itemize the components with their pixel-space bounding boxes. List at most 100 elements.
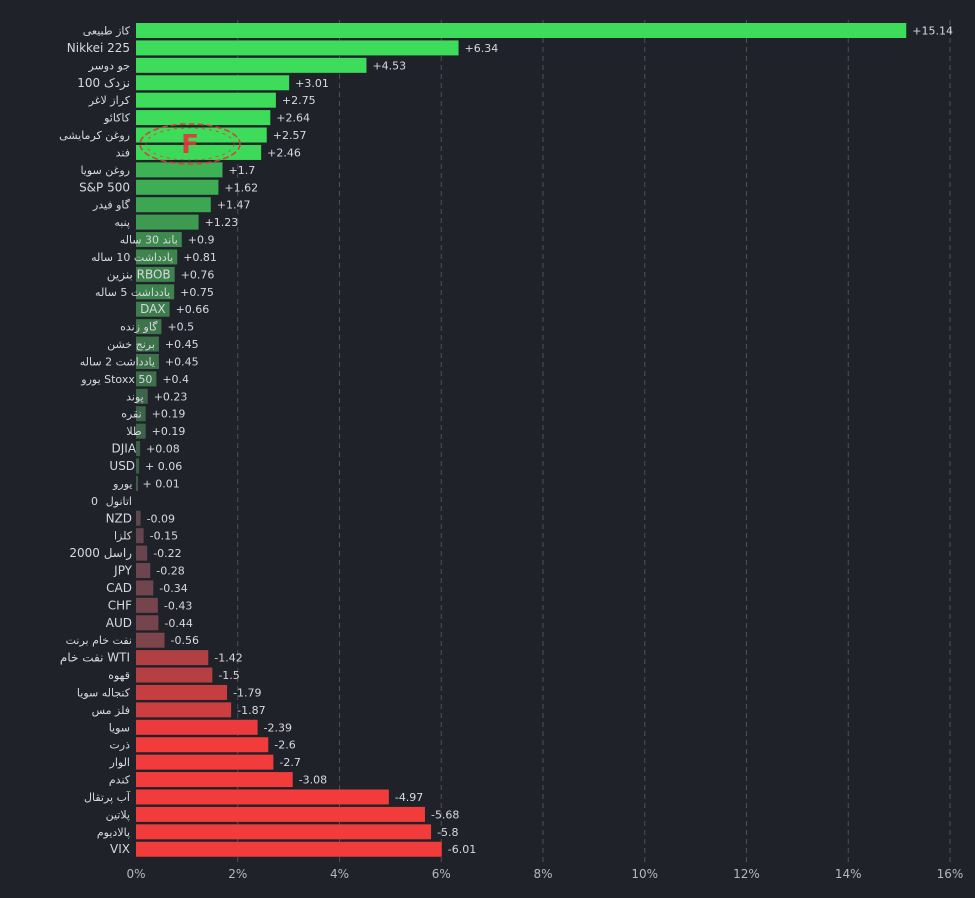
bar	[136, 92, 276, 108]
category-label: یادداشت 10 ساله	[91, 251, 173, 264]
svg-text:F: F	[181, 130, 199, 160]
category-label: پوند	[126, 390, 144, 403]
category-label: فند	[116, 146, 130, 159]
bar	[136, 406, 146, 422]
bar	[136, 737, 269, 753]
bar	[136, 23, 907, 38]
value-label: + 0.06	[145, 460, 182, 473]
bar	[136, 475, 138, 491]
value-label: -1.42	[214, 652, 242, 665]
x-tick-label: 16%	[937, 867, 964, 881]
category-label: AUD	[106, 616, 132, 630]
bar	[136, 545, 148, 561]
value-label: -1.5	[218, 669, 239, 682]
bar	[136, 841, 442, 857]
category-label: نزدک 100	[77, 76, 130, 91]
value-label: +0.9	[188, 234, 215, 247]
x-tick-label: 2%	[228, 867, 247, 881]
bar	[136, 284, 175, 300]
category-label: آب پرتقال	[84, 790, 131, 804]
value-label: +1.47	[217, 199, 251, 212]
category-label: قهوه	[108, 669, 130, 682]
bar	[136, 423, 146, 439]
bar	[136, 789, 389, 805]
category-label: نفت خام برنت	[66, 634, 132, 647]
value-label: +2.46	[267, 146, 301, 159]
bar	[136, 179, 219, 195]
x-axis-ticks: 0% 2% 4% 6% 8% 10% 12% 14% 16%	[126, 867, 963, 881]
category-label: یورو Stoxx 50	[80, 373, 152, 386]
value-label: +0.19	[152, 408, 186, 421]
category-label: بنزین RBOB	[107, 267, 171, 282]
bar	[136, 232, 182, 248]
value-label: -0.09	[147, 512, 175, 525]
category-label: طلا	[126, 425, 142, 438]
category-label: اتانول	[106, 495, 132, 508]
category-label: روغن کرمایشی	[59, 129, 130, 142]
value-label: -0.34	[159, 582, 187, 595]
value-label: +0.23	[154, 390, 188, 403]
value-label: +0.45	[165, 338, 199, 351]
bar	[136, 806, 425, 822]
category-label: DAX	[140, 302, 165, 316]
bar	[136, 528, 144, 544]
category-label: CHF	[108, 598, 132, 612]
value-label: -4.97	[395, 791, 423, 804]
category-label: S&P 500	[79, 180, 130, 194]
bar	[136, 249, 178, 265]
bar	[136, 266, 175, 282]
category-label: روغن سویا	[80, 164, 130, 177]
value-label: +3.01	[295, 77, 329, 90]
x-tick-label: 6%	[432, 867, 451, 881]
category-label: یادداشت 5 ساله	[95, 286, 170, 299]
category-label: JPY	[113, 564, 133, 578]
x-tick-label: 12%	[733, 867, 760, 881]
bar	[136, 684, 228, 700]
value-label: -2.7	[279, 756, 300, 769]
category-label: کنجاله سویا	[77, 686, 131, 699]
value-label: -5.68	[431, 808, 459, 821]
category-label: باند 30 ساله	[120, 234, 178, 247]
value-label: +0.19	[152, 425, 186, 438]
category-label: جو دوسر	[88, 59, 130, 72]
bar	[136, 162, 223, 178]
category-label: VIX	[110, 842, 130, 856]
category-label: پنبه	[114, 216, 130, 229]
value-label: -2.6	[274, 739, 295, 752]
value-label: +1.7	[228, 164, 255, 177]
bar	[136, 719, 258, 735]
value-label: +0.75	[180, 286, 214, 299]
value-label: -0.22	[153, 547, 181, 560]
bar	[136, 319, 162, 335]
bar	[136, 388, 148, 404]
bar	[136, 563, 151, 579]
value-label: -0.56	[170, 634, 198, 647]
x-tick-label: 10%	[631, 867, 658, 881]
value-label: +15.14	[912, 25, 953, 38]
value-label: -5.8	[437, 826, 458, 839]
category-label: ذرت	[109, 739, 130, 752]
bar	[136, 632, 165, 648]
value-label: +2.57	[273, 129, 307, 142]
category-label: فلز مس	[92, 704, 130, 717]
category-label: کراز لاغر	[88, 94, 131, 107]
category-label: برنج خشن	[107, 338, 155, 351]
bar	[136, 597, 158, 613]
x-tick-label: 14%	[835, 867, 862, 881]
category-label: پالادیوم	[97, 826, 130, 839]
category-label: کندم	[109, 774, 131, 787]
bar	[136, 754, 274, 770]
bar	[136, 615, 159, 631]
category-label: نقره	[121, 408, 141, 421]
bar	[136, 510, 141, 526]
category-label: سویا	[109, 721, 130, 734]
bar	[136, 458, 140, 474]
bar	[136, 144, 262, 160]
bar	[136, 301, 170, 317]
bar	[136, 57, 367, 73]
bar	[136, 40, 459, 56]
category-label: یورو	[112, 477, 132, 490]
category-label: NZD	[106, 511, 132, 525]
category-label: الوار	[109, 756, 130, 769]
